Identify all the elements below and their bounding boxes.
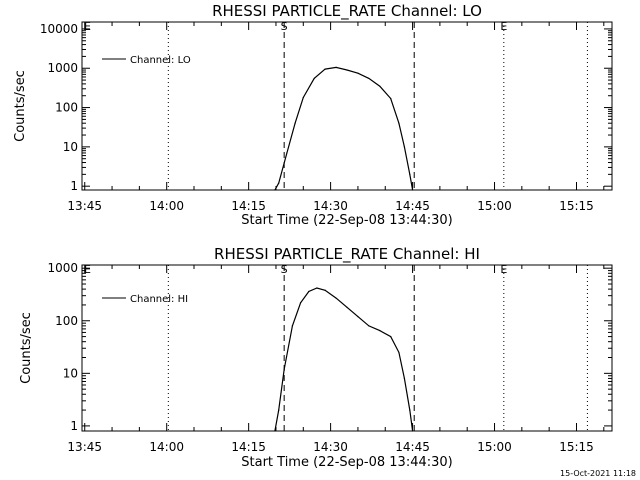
marker-label-e: E — [500, 20, 507, 33]
footer-timestamp: 15-Oct-2021 11:18 — [560, 469, 636, 478]
data-point — [302, 96, 304, 99]
legend-label: Channel: HI — [130, 294, 188, 305]
y-tick-label: 100 — [55, 101, 78, 115]
data-point — [278, 409, 280, 411]
data-point — [409, 409, 411, 411]
marker-label-s: S — [281, 263, 288, 276]
x-axis-label: Start Time (22-Sep-08 13:44:30) — [241, 455, 452, 470]
x-tick-label: 15:00 — [477, 199, 512, 213]
y-tick-label: 1000 — [47, 261, 78, 275]
data-point — [379, 85, 381, 87]
data-point — [294, 122, 296, 124]
data-point — [335, 66, 337, 69]
y-axis-label: Counts/sec — [19, 312, 34, 384]
plot-area-frame — [81, 21, 613, 191]
y-tick-label: 10 — [63, 366, 78, 380]
chart-title: RHESSI PARTICLE_RATE Channel: HI — [214, 245, 480, 264]
x-tick-label: 14:45 — [395, 440, 430, 454]
x-axis-label: Start Time (22-Sep-08 13:44:30) — [241, 213, 452, 228]
x-tick-label: 14:00 — [149, 440, 184, 454]
x-tick-label: 14:30 — [313, 199, 348, 213]
plot-area-frame — [81, 264, 613, 432]
x-tick-label: 14:15 — [231, 199, 266, 213]
data-point — [403, 377, 405, 380]
data-point — [324, 289, 326, 291]
data-point — [379, 329, 381, 332]
data-point — [390, 335, 392, 338]
data-point — [368, 325, 370, 327]
data-point — [398, 122, 400, 124]
chart-title: RHESSI PARTICLE_RATE Channel: LO — [212, 2, 482, 21]
data-point — [411, 430, 414, 432]
data-point — [357, 315, 359, 318]
data-point — [409, 173, 411, 175]
legend-label: Channel: LO — [130, 55, 191, 66]
data-point — [324, 68, 326, 70]
x-tick-label: 14:00 — [149, 199, 184, 213]
chart-panel-hi: RHESSI PARTICLE_RATE Channel: HI 1 10 100 10… — [19, 245, 613, 470]
data-point — [316, 287, 318, 289]
data-point — [368, 77, 370, 80]
y-tick-label: 1000 — [47, 61, 78, 75]
x-tick-label: 13:45 — [67, 199, 102, 213]
x-tick-label: 15:15 — [559, 440, 594, 454]
corner-marker-label: E — [84, 20, 91, 33]
data-point — [308, 290, 310, 293]
series-line-hi — [274, 287, 414, 432]
data-point — [283, 368, 285, 370]
data-point — [313, 77, 315, 80]
data-point — [346, 69, 348, 71]
y-tick-label: 1 — [70, 179, 78, 193]
data-point — [346, 306, 348, 308]
data-point — [286, 152, 288, 154]
x-tick-label: 13:45 — [67, 440, 102, 454]
data-point — [398, 351, 400, 354]
data-point — [274, 189, 276, 191]
y-tick-label: 1 — [70, 419, 78, 433]
x-tick-label: 15:15 — [559, 199, 594, 213]
y-tick-label: 10 — [63, 140, 78, 154]
x-tick-label: 15:00 — [477, 440, 512, 454]
data-point — [357, 72, 359, 74]
marker-label-s: S — [281, 20, 288, 33]
marker-label-e: E — [500, 263, 507, 276]
data-point — [299, 302, 302, 304]
series-line-lo — [274, 66, 414, 191]
x-tick-label: 14:30 — [313, 440, 348, 454]
data-point — [274, 430, 276, 432]
data-point — [335, 297, 337, 299]
data-point — [411, 189, 414, 191]
y-axis-label: Counts/sec — [13, 70, 28, 142]
data-point — [403, 146, 405, 148]
y-tick-label: 10000 — [40, 22, 78, 36]
data-point — [390, 97, 392, 100]
data-point — [291, 325, 293, 327]
corner-marker-label: E — [84, 263, 91, 276]
x-tick-label: 14:45 — [395, 199, 430, 213]
y-tick-label: 100 — [55, 314, 78, 328]
chart-panel-lo: RHESSI PARTICLE_RATE Channel: LO 1 10 100 10… — [13, 2, 613, 228]
data-point — [278, 182, 280, 184]
x-tick-label: 14:15 — [231, 440, 266, 454]
